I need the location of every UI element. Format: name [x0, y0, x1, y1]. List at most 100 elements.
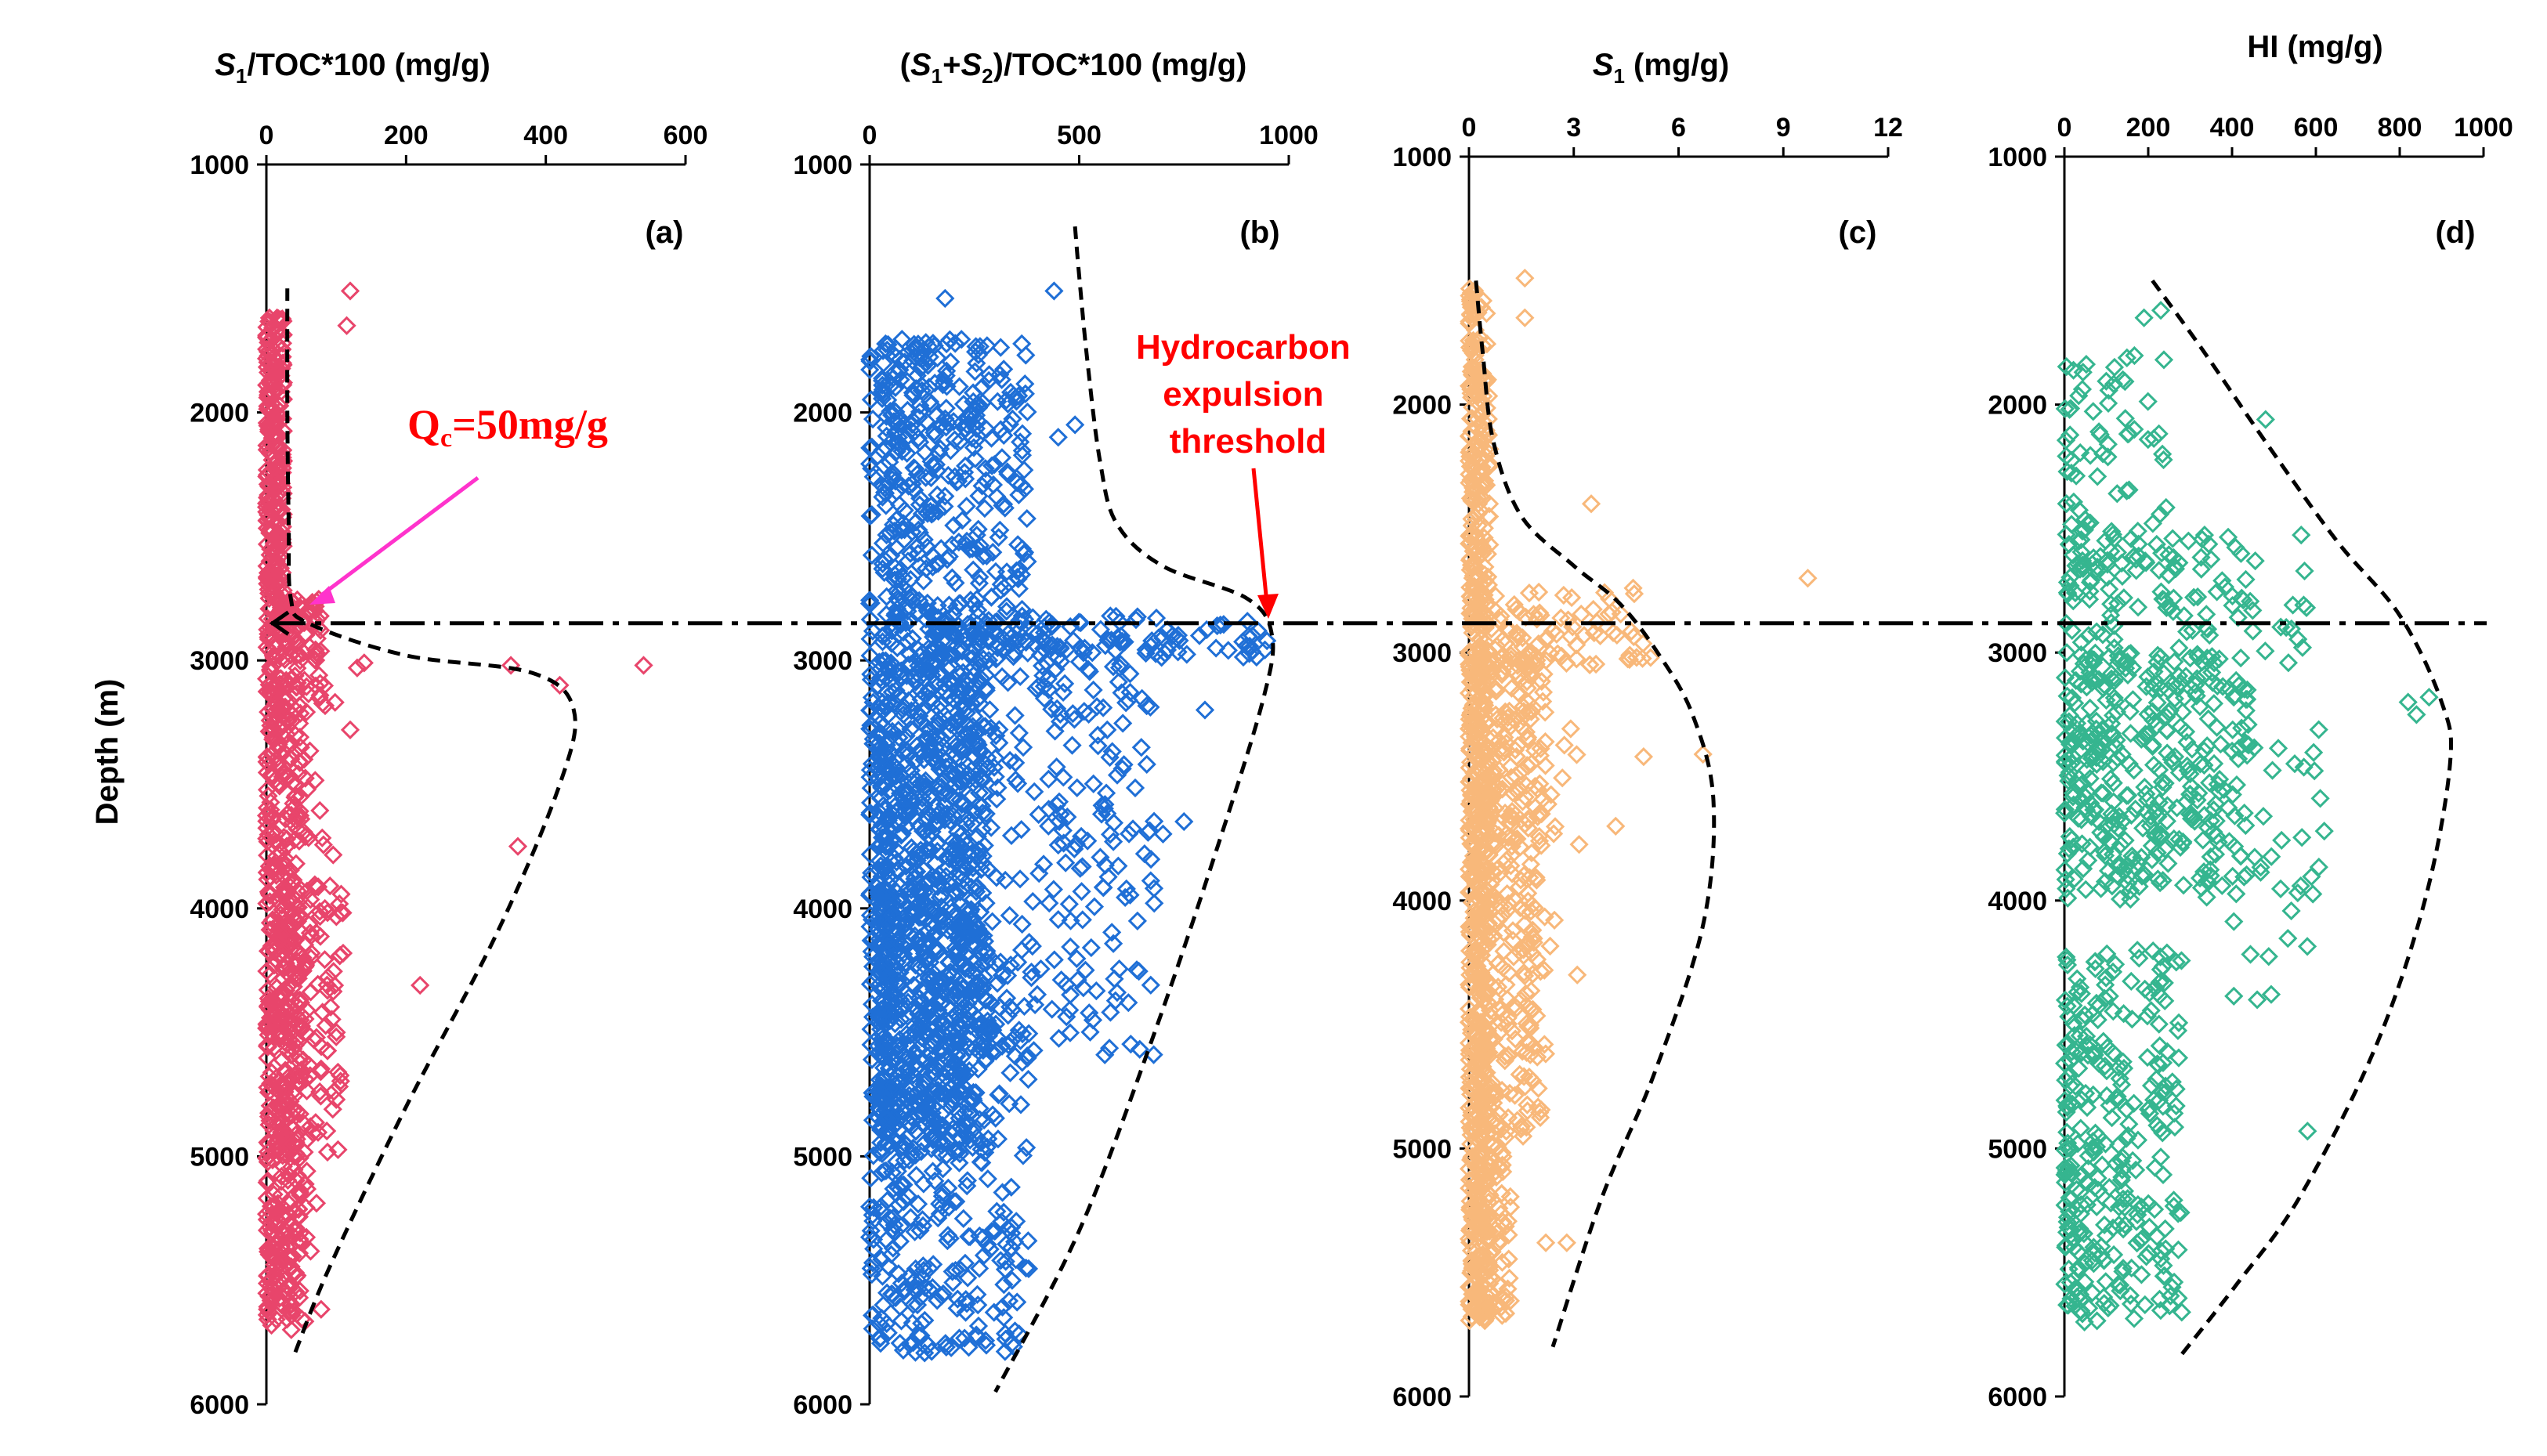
panel-c-x-tick-label: 0	[1462, 113, 1477, 143]
panel-b-point	[961, 919, 981, 939]
panel-b-point	[889, 735, 909, 755]
panel-b-point	[1069, 652, 1089, 672]
panel-c-point	[1482, 1242, 1502, 1262]
panel-a-point	[306, 601, 325, 620]
panel-d-point	[2169, 638, 2189, 658]
panel-d-point	[2062, 688, 2082, 708]
panel-b-point	[859, 454, 880, 474]
panel-b-point	[1095, 795, 1115, 815]
panel-d-point	[2093, 625, 2113, 645]
panel-b-point	[967, 732, 986, 751]
panel-b-point	[872, 815, 892, 835]
panel-a-point	[337, 316, 356, 335]
panel-c-point	[1465, 946, 1485, 966]
panel-a-point	[296, 1198, 316, 1217]
panel-d-point	[2126, 561, 2146, 580]
panel-d-point	[2118, 424, 2139, 444]
panel-d-point	[2184, 587, 2204, 607]
panel-d-point	[2207, 582, 2227, 602]
panel-a-x-tick-label: 0	[259, 121, 274, 150]
panel-b-point	[1078, 831, 1098, 851]
panel-a-point	[277, 634, 297, 653]
panel-c-point	[1568, 965, 1587, 985]
panel-a-point	[273, 1249, 292, 1269]
panel-c-point	[1501, 856, 1521, 876]
panel-a-point	[289, 831, 309, 851]
panel-d-point	[2069, 386, 2089, 406]
panel-b-point	[948, 927, 968, 947]
panel-a-point	[273, 985, 292, 1005]
panel-b-point	[1100, 747, 1120, 768]
panel-b-point	[1029, 864, 1049, 883]
panel-a-point	[272, 856, 291, 876]
panel-b-point	[860, 506, 880, 526]
panel-a-point	[268, 406, 288, 425]
panel-c-point	[1497, 989, 1518, 1009]
panel-a-point	[310, 674, 330, 693]
panel-b-point	[1131, 738, 1151, 757]
panel-b-point	[959, 1338, 979, 1357]
panel-b-point	[1049, 792, 1069, 811]
panel-c-point	[1524, 1037, 1544, 1057]
panel-a-point	[313, 1003, 332, 1022]
panel-b-point	[1018, 1259, 1039, 1279]
panel-d-y-tick-label: 1000	[1988, 143, 2047, 172]
panel-b-point	[953, 511, 972, 530]
panel-b-point	[1114, 755, 1134, 775]
panel-a-point	[411, 975, 430, 995]
panel-b-point	[901, 965, 921, 985]
panel-b-point	[938, 1230, 957, 1251]
panel-a-point	[260, 913, 280, 933]
panel-b-point	[1015, 374, 1035, 394]
panel-b-point	[860, 844, 880, 865]
panel-b-point	[1098, 720, 1117, 739]
panel-a-letter: (a)	[646, 215, 684, 250]
panel-b-point	[932, 729, 952, 749]
panel-b-point	[966, 430, 986, 450]
panel-c-point	[1460, 313, 1479, 333]
panel-d-point	[2296, 598, 2317, 617]
panel-d-point	[2106, 737, 2126, 757]
panel-a-point	[287, 807, 306, 826]
panel-b-point	[923, 546, 942, 565]
panel-c-point	[1521, 1045, 1540, 1064]
panel-b-point	[1091, 620, 1111, 639]
panel-c-point	[1463, 490, 1483, 509]
panel-d-point	[2060, 567, 2080, 587]
panel-b-point	[1016, 1258, 1036, 1278]
panel-c-point	[1545, 817, 1565, 836]
panel-b-point	[1138, 822, 1158, 842]
panel-d-point	[2057, 643, 2077, 663]
panel-a-point	[277, 829, 297, 849]
panel-a-point	[257, 1172, 277, 1192]
panel-d-point	[2136, 724, 2155, 744]
panel-b-point	[876, 1161, 895, 1180]
panel-c-point	[1510, 1064, 1529, 1084]
panel-c-point	[1518, 883, 1538, 903]
panel-b-point	[973, 883, 993, 903]
panel-a-point	[261, 1291, 280, 1310]
panel-b-point	[892, 476, 912, 496]
panel-b-point	[990, 520, 1010, 540]
panel-b-point	[1092, 796, 1112, 815]
panel-d-point	[2060, 425, 2080, 445]
panel-b-point	[964, 383, 983, 403]
panel-c-point	[1470, 636, 1490, 656]
panel-b-point	[988, 634, 1008, 654]
panel-b-point	[974, 1110, 994, 1130]
panel-b-point	[932, 885, 951, 905]
panel-d-point	[2112, 566, 2133, 586]
panel-c-point	[1521, 843, 1542, 863]
panel-d-point	[2071, 542, 2091, 562]
panel-b-point	[1012, 424, 1033, 443]
panel-b-point	[917, 504, 938, 523]
panel-b-point	[1119, 993, 1138, 1013]
panel-a-x-tick-label: 600	[664, 121, 708, 150]
panel-a-point	[301, 1117, 320, 1136]
panel-b-point	[937, 377, 957, 396]
panel-b-point	[946, 712, 965, 732]
panel-b-point	[935, 486, 955, 506]
panel-d-point	[2159, 545, 2179, 565]
panel-c-point	[1478, 1043, 1498, 1063]
panel-d-y-tick-label: 2000	[1988, 391, 2047, 421]
